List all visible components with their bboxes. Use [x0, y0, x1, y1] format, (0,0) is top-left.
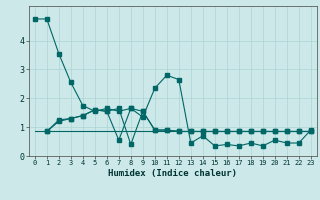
X-axis label: Humidex (Indice chaleur): Humidex (Indice chaleur) [108, 169, 237, 178]
